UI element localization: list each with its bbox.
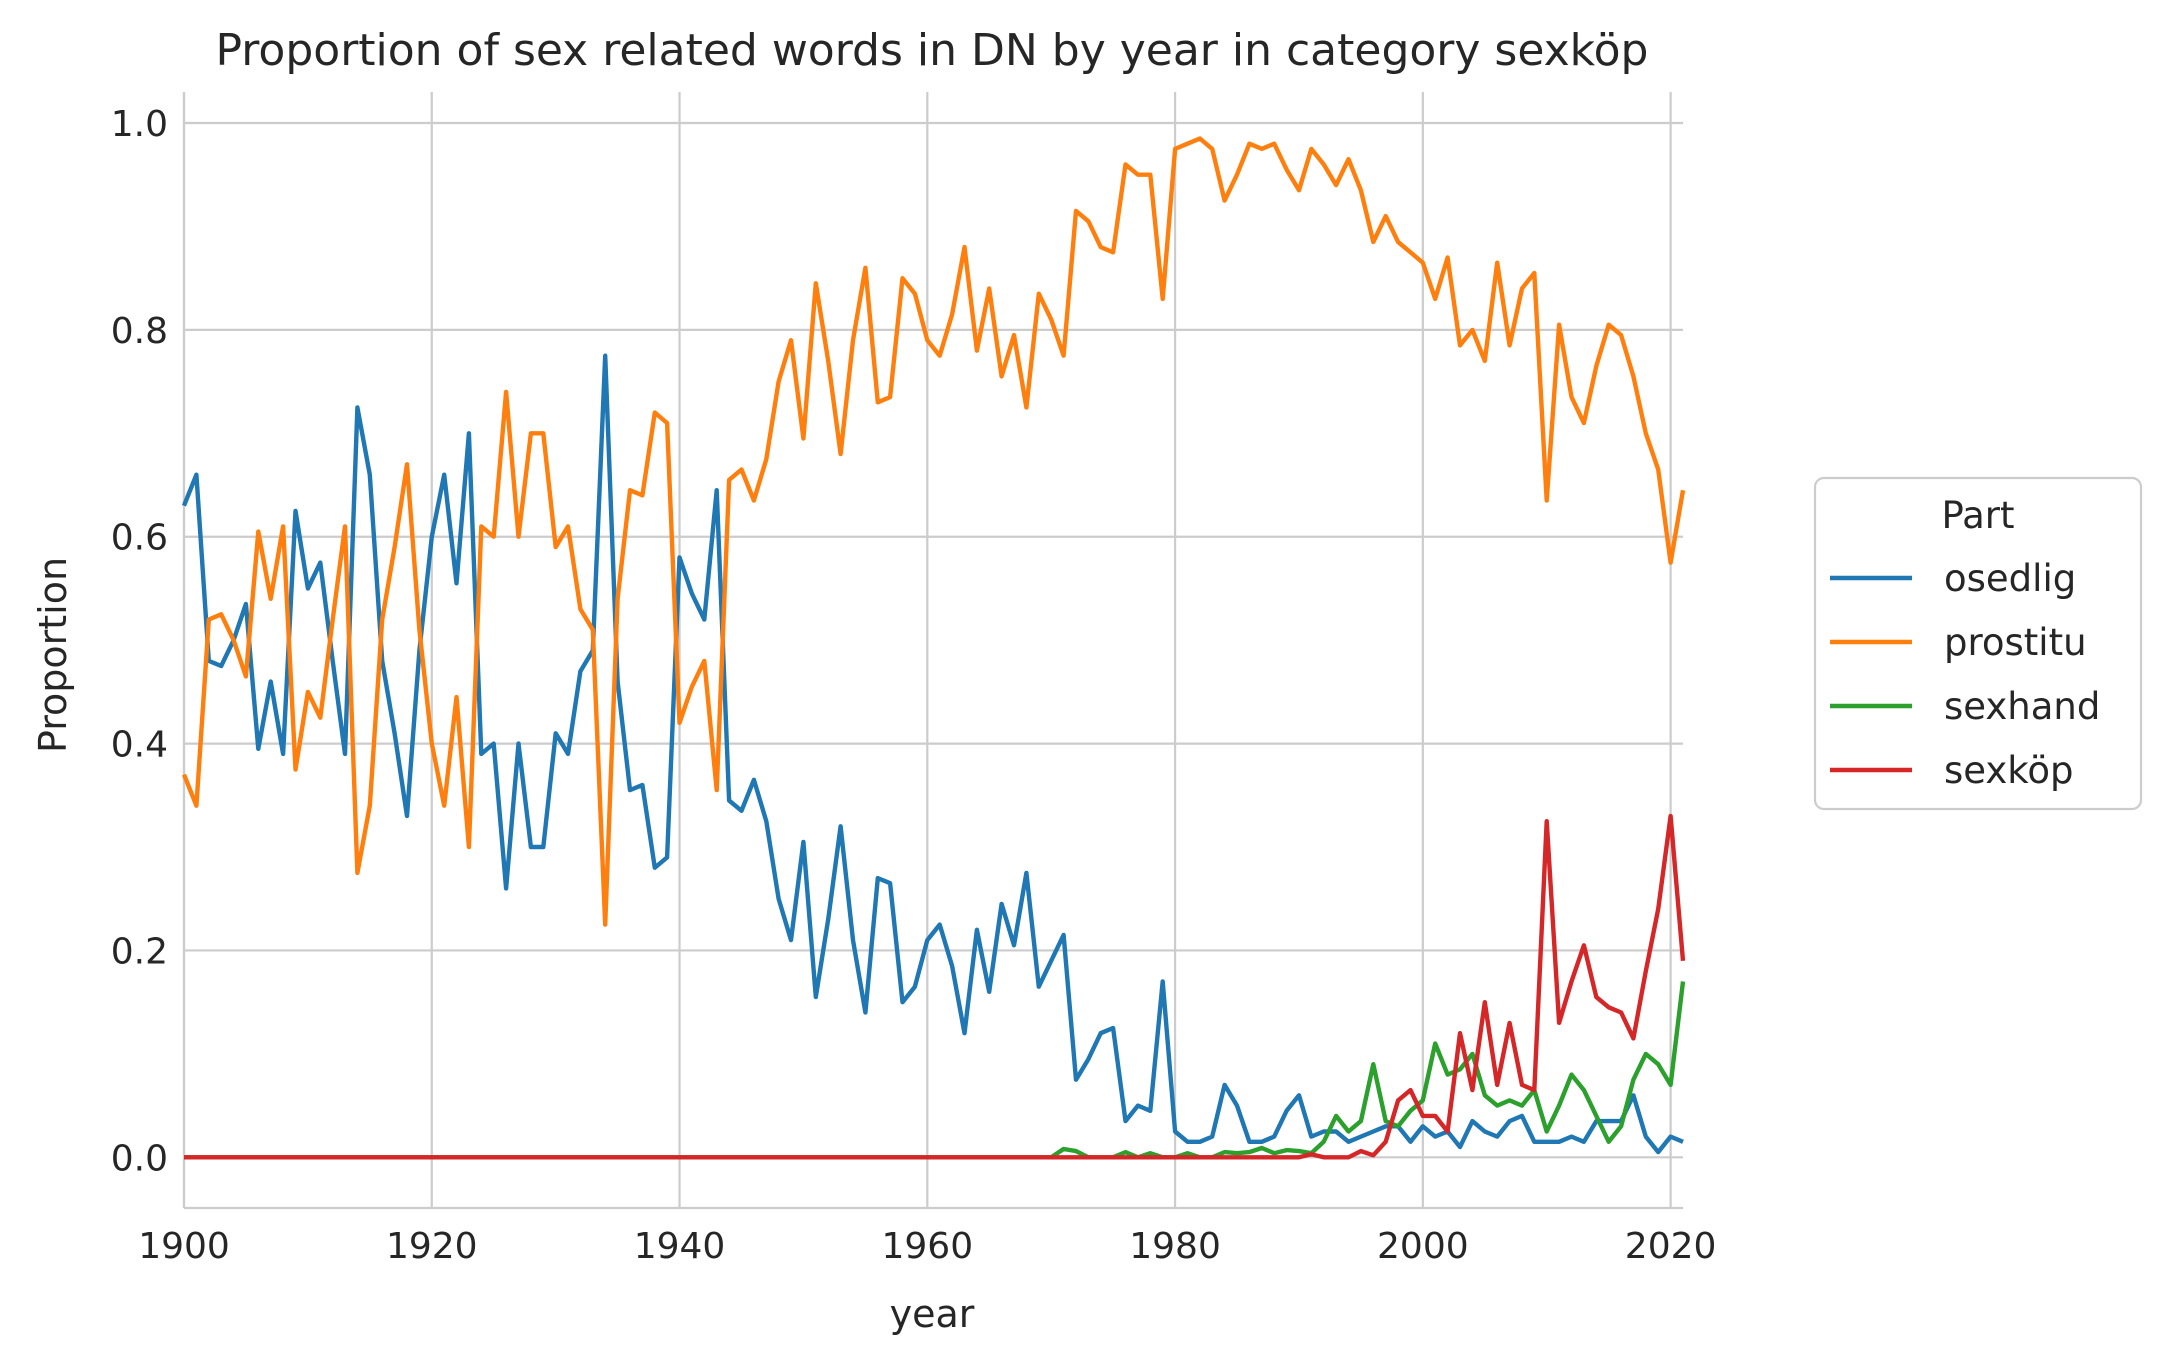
y-axis-label: Proportion: [31, 557, 75, 753]
chart-title: Proportion of sex related words in DN by…: [216, 25, 1649, 76]
x-tick-label: 1940: [634, 1226, 726, 1267]
series-lines: [181, 136, 1686, 1160]
x-tick-label: 1900: [138, 1226, 230, 1267]
legend-label-sexhand: sexhand: [1944, 685, 2100, 728]
x-tick-label: 1920: [386, 1226, 478, 1267]
legend-label-sexköp: sexköp: [1944, 749, 2074, 792]
legend-label-osedlig: osedlig: [1944, 557, 2076, 600]
axis-spines: [182, 92, 1683, 1210]
x-tick-label: 2020: [1625, 1226, 1717, 1267]
legend-frame: [1813, 476, 2143, 811]
tick-labels: 1900 1920 1940 1960 1980 2000 2020 0.0 0.2 0.4 0.6…: [111, 104, 1717, 1267]
series-line-sexköp: [184, 813, 1686, 1160]
y-tick-label: 0.0: [111, 1138, 168, 1179]
legend-title: Part: [1941, 494, 2014, 537]
legend-items: osedlig prostitu sexhand sexköp: [1830, 557, 2100, 792]
x-axis-label: year: [890, 1292, 975, 1336]
x-tick-label: 2000: [1377, 1226, 1469, 1267]
series-line-osedlig: [181, 353, 1684, 1155]
series-line-sexhand: [184, 981, 1686, 1160]
y-tick-label: 0.2: [111, 931, 168, 972]
legend-label-prostitu: prostitu: [1944, 621, 2087, 664]
y-tick-label: 1.0: [111, 104, 168, 145]
y-tick-label: 0.6: [111, 518, 168, 559]
legend: Part osedlig prostitu sexhand sexköp: [1813, 476, 2143, 811]
x-tick-label: 1960: [881, 1226, 973, 1267]
y-tick-label: 0.8: [111, 311, 168, 352]
x-tick-label: 1980: [1129, 1226, 1221, 1267]
y-tick-label: 0.4: [111, 725, 168, 766]
series-line-prostitu: [181, 136, 1686, 927]
